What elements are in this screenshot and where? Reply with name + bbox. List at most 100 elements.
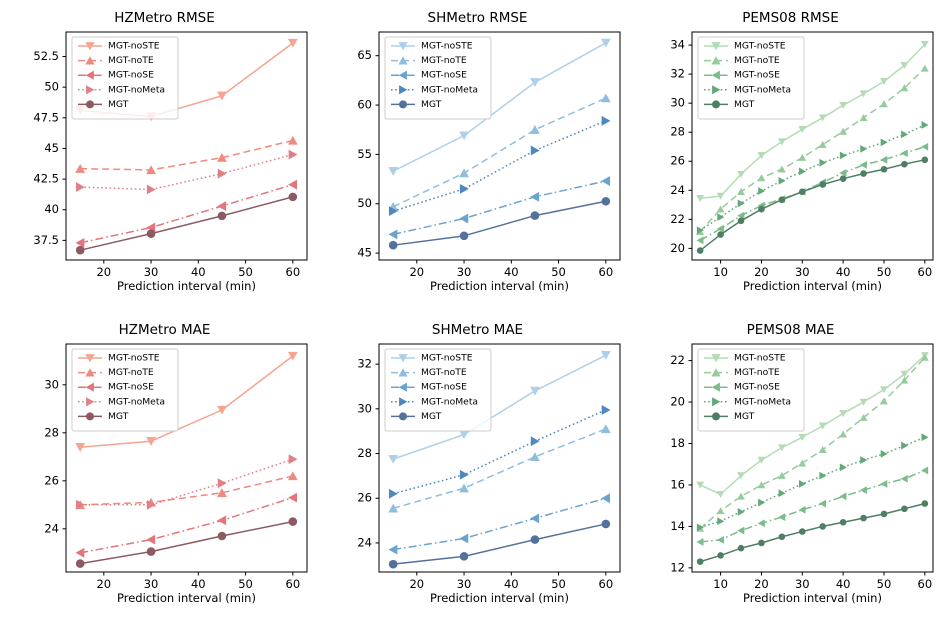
series-line [393, 523, 606, 565]
series-line [392, 42, 607, 172]
data-point-marker [880, 449, 888, 458]
data-point-marker [530, 535, 540, 544]
legend-marker [85, 56, 95, 65]
legend-marker [86, 397, 95, 407]
data-point-marker [737, 217, 745, 225]
data-point-marker [737, 507, 745, 516]
data-point-marker [777, 165, 786, 173]
data-point-marker [900, 370, 909, 378]
data-point-marker [459, 483, 469, 493]
data-point-marker [798, 459, 807, 467]
data-point-marker [920, 41, 929, 49]
data-point-marker [798, 480, 806, 488]
data-point-marker [798, 505, 806, 514]
x-tick-label: 50 [238, 577, 253, 591]
y-tick-label: 16 [670, 477, 685, 491]
data-point-marker [600, 93, 611, 103]
x-axis-title: Prediction interval (min) [430, 591, 569, 605]
y-tick-label: 20 [670, 395, 685, 409]
data-point-marker [146, 165, 156, 175]
data-point-marker [757, 456, 766, 464]
data-point-marker [921, 142, 929, 151]
y-tick-label: 24 [357, 535, 372, 549]
data-point-marker [530, 125, 540, 134]
data-point-marker [459, 552, 469, 561]
series-line [699, 124, 926, 231]
y-tick-label: 50 [44, 80, 59, 94]
series-line [80, 458, 294, 506]
data-point-marker [389, 206, 398, 217]
data-point-marker [530, 513, 540, 524]
data-point-marker [860, 145, 868, 153]
data-point-marker [530, 78, 540, 87]
data-point-marker [818, 446, 827, 454]
data-point-marker [287, 351, 298, 361]
data-point-marker [900, 474, 908, 483]
data-point-marker [921, 121, 929, 129]
data-point-marker [758, 187, 766, 195]
legend-label: MGT-noMeta [734, 84, 791, 95]
legend-marker [712, 412, 720, 421]
data-point-marker [798, 125, 807, 134]
data-point-marker [860, 170, 867, 177]
data-point-marker [901, 441, 909, 450]
data-point-marker [146, 547, 156, 556]
data-point-marker [757, 174, 766, 182]
series-mgt [75, 517, 298, 568]
axes-frame [691, 31, 934, 261]
legend-marker [399, 412, 407, 421]
data-point-marker [737, 171, 745, 179]
series-line [699, 146, 926, 242]
data-point-marker [880, 480, 888, 488]
y-tick-label: 65 [357, 48, 372, 62]
data-point-marker [716, 535, 724, 544]
y-tick-label: 40 [44, 202, 59, 216]
legend-marker [399, 85, 408, 95]
chart-panel-hzmetro-rmse: HZMetro RMSE 37.5 40 42.5 45 47.5 50 52.5 20 30 40… [8, 4, 321, 316]
x-tick-label: 20 [409, 577, 424, 591]
y-tick-label: 50 [357, 196, 372, 210]
data-point-marker [388, 167, 399, 176]
data-point-marker [839, 492, 847, 501]
legend-label: MGT [734, 411, 755, 422]
y-tick-label: 52.5 [33, 49, 59, 63]
data-point-marker [530, 145, 540, 156]
y-tick-label: 32 [357, 357, 372, 371]
data-point-marker [859, 413, 868, 421]
data-point-marker [76, 499, 85, 510]
data-point-marker [716, 192, 725, 200]
legend-label: MGT-noSE [734, 382, 780, 393]
x-tick-label: 50 [551, 265, 566, 279]
x-tick-label: 20 [96, 577, 111, 591]
legend-label: MGT-noSTE [108, 353, 160, 364]
legend-marker [398, 56, 408, 65]
data-point-marker [778, 196, 786, 204]
data-point-marker [287, 38, 298, 48]
data-point-marker [859, 160, 867, 169]
legend-label: MGT-noSE [108, 382, 154, 393]
panel-title-hzmetro-rmse: HZMetro RMSE [114, 10, 215, 26]
x-axis-title: Prediction interval (min) [430, 279, 569, 293]
data-point-marker [389, 488, 398, 499]
legend-box [697, 36, 805, 120]
series-mgt [696, 156, 929, 254]
data-point-marker [717, 517, 725, 526]
data-point-marker [900, 62, 909, 70]
data-point-marker [601, 519, 611, 529]
y-tick-label: 12 [670, 560, 685, 574]
data-point-marker [921, 500, 929, 507]
x-tick-label: 40 [504, 577, 519, 591]
legend-label: MGT-noSTE [421, 353, 473, 364]
data-point-marker [860, 514, 867, 522]
x-tick-label: 20 [754, 577, 769, 591]
legend-marker [86, 100, 94, 109]
data-point-marker [819, 181, 827, 188]
data-point-marker [818, 140, 827, 148]
data-point-marker [696, 538, 704, 546]
series-mgt-note [388, 424, 611, 513]
data-point-marker [146, 499, 156, 510]
chart-svg-shmetro-rmse: 45 50 55 60 65 20 30 40 50 60 Prediction interval … [357, 31, 621, 293]
panel-title-shmetro-rmse: SHMetro RMSE [427, 10, 528, 26]
series-line [80, 183, 294, 244]
data-point-marker [217, 211, 227, 221]
